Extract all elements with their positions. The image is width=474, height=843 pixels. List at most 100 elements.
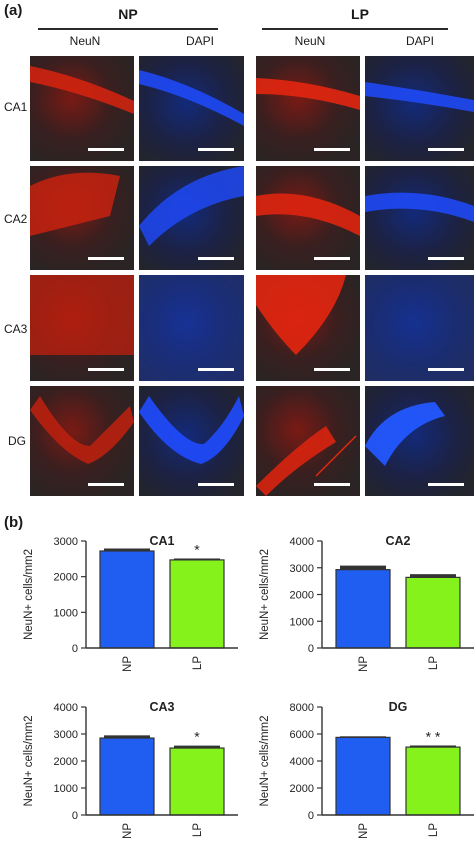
- micrograph-np-neun-ca2: [30, 166, 134, 270]
- error-bar-ca3-np: [104, 735, 150, 739]
- error-bar-ca2-np: [340, 565, 386, 570]
- significance-marker-ca1: *: [194, 541, 200, 557]
- micrograph-lp-neun-ca2: [256, 166, 360, 270]
- scale-bar: [198, 483, 234, 486]
- y-tick-label-ca3: 1000: [54, 783, 78, 795]
- scale-bar: [428, 148, 464, 151]
- scale-bar: [88, 483, 124, 486]
- row-label-ca3: CA3: [4, 322, 28, 336]
- category-label-ca1: NP: [122, 656, 134, 672]
- scale-bar: [88, 368, 124, 371]
- row-label-ca1: CA1: [4, 100, 28, 114]
- error-bar-dg-lp: [410, 745, 456, 748]
- y-tick-label-dg: 8000: [290, 702, 314, 714]
- significance-marker-ca3: *: [194, 729, 200, 745]
- y-tick-label-ca3: 4000: [54, 702, 78, 714]
- micrograph-np-dapi-ca1: [139, 56, 244, 161]
- category-label-ca1: LP: [192, 656, 204, 670]
- micrograph-np-dapi-dg: [139, 386, 244, 496]
- panel-b-label: (b): [4, 514, 24, 531]
- bar-ca3-lp: [169, 747, 225, 816]
- y-tick-label-ca2: 1000: [290, 616, 314, 628]
- col-label-lp-dapi: DAPI: [405, 34, 434, 48]
- bar-ca3-np: [99, 737, 155, 816]
- chart-title-dg: DG: [389, 700, 408, 714]
- micrograph-lp-dapi-dg: [365, 386, 474, 496]
- bar-dg-lp: [405, 746, 461, 816]
- significance-marker-dg: * *: [426, 728, 441, 744]
- y-tick-label-dg: 2000: [290, 783, 314, 795]
- micrograph-np-neun-dg: [30, 386, 134, 496]
- scale-bar: [428, 368, 464, 371]
- row-label-dg: DG: [8, 434, 26, 448]
- panel-a-label: (a): [4, 2, 23, 19]
- category-label-ca3: LP: [192, 823, 204, 837]
- scale-bar: [88, 257, 124, 260]
- bar-dg-np: [335, 736, 391, 816]
- scale-bar: [88, 148, 124, 151]
- category-label-ca3: NP: [122, 823, 134, 839]
- group-rule-lp: [262, 28, 448, 30]
- micrograph-lp-neun-ca1: [256, 56, 360, 161]
- y-tick-label-dg: 0: [308, 810, 314, 822]
- group-rule-np: [38, 28, 218, 30]
- chart-title-ca3: CA3: [149, 700, 174, 714]
- micrograph-lp-neun-ca3: [256, 275, 360, 381]
- y-tick-label-ca3: 2000: [54, 756, 78, 768]
- scale-bar: [198, 368, 234, 371]
- micrograph-lp-dapi-ca2: [365, 166, 474, 270]
- y-tick-label-ca1: 2000: [54, 572, 78, 584]
- error-bar-ca3-lp: [174, 745, 220, 749]
- y-tick-label-dg: 6000: [290, 729, 314, 741]
- y-axis-label-dg: NeuN+ cells/mm2: [259, 715, 271, 806]
- y-tick-label-ca2: 3000: [290, 563, 314, 575]
- scale-bar: [198, 257, 234, 260]
- col-label-np-neun: NeuN: [69, 34, 101, 48]
- scale-bar: [428, 257, 464, 260]
- col-label-np-dapi: DAPI: [185, 34, 214, 48]
- scale-bar: [314, 368, 350, 371]
- scale-bar: [314, 148, 350, 151]
- row-label-ca2: CA2: [4, 212, 28, 226]
- col-label-lp-neun: NeuN: [294, 34, 326, 48]
- scale-bar: [198, 148, 234, 151]
- bar-ca2-lp: [405, 576, 461, 649]
- bar-ca1-np: [99, 550, 155, 649]
- y-tick-label-ca1: 1000: [54, 607, 78, 619]
- bar-ca1-lp: [169, 559, 225, 649]
- scale-bar: [314, 257, 350, 260]
- error-bar-ca2-lp: [410, 574, 456, 578]
- chart-title-ca1: CA1: [149, 534, 174, 548]
- category-label-dg: LP: [428, 823, 440, 837]
- y-tick-label-ca3: 3000: [54, 729, 78, 741]
- micrograph-grid: [30, 56, 474, 498]
- y-tick-label-dg: 4000: [290, 756, 314, 768]
- y-tick-label-ca3: 0: [72, 810, 78, 822]
- group-title-lp: LP: [351, 6, 369, 22]
- category-label-dg: NP: [358, 823, 370, 839]
- error-bar-dg-np: [340, 736, 386, 738]
- y-tick-label-ca2: 2000: [290, 590, 314, 602]
- error-bar-ca1-lp: [174, 558, 220, 560]
- micrograph-lp-neun-dg: [256, 386, 360, 496]
- category-label-ca2: NP: [358, 656, 370, 672]
- micrograph-np-dapi-ca2: [139, 166, 244, 270]
- group-title-np: NP: [118, 6, 138, 22]
- micrograph-lp-dapi-ca3: [365, 275, 474, 381]
- chart-title-ca2: CA2: [385, 534, 410, 548]
- y-tick-label-ca2: 4000: [290, 536, 314, 548]
- scale-bar: [428, 483, 464, 486]
- error-bar-ca1-np: [104, 548, 150, 551]
- category-label-ca2: LP: [428, 656, 440, 670]
- bar-ca2-np: [335, 569, 391, 649]
- micrograph-lp-dapi-ca1: [365, 56, 474, 161]
- y-axis-label-ca3: NeuN+ cells/mm2: [23, 715, 35, 806]
- y-tick-label-ca2: 0: [308, 643, 314, 655]
- y-axis-label-ca1: NeuN+ cells/mm2: [23, 549, 35, 640]
- y-tick-label-ca1: 0: [72, 643, 78, 655]
- y-axis-label-ca2: NeuN+ cells/mm2: [259, 549, 271, 640]
- micrograph-np-neun-ca3: [30, 275, 134, 381]
- micrograph-np-neun-ca1: [30, 56, 134, 161]
- y-tick-label-ca1: 3000: [54, 536, 78, 548]
